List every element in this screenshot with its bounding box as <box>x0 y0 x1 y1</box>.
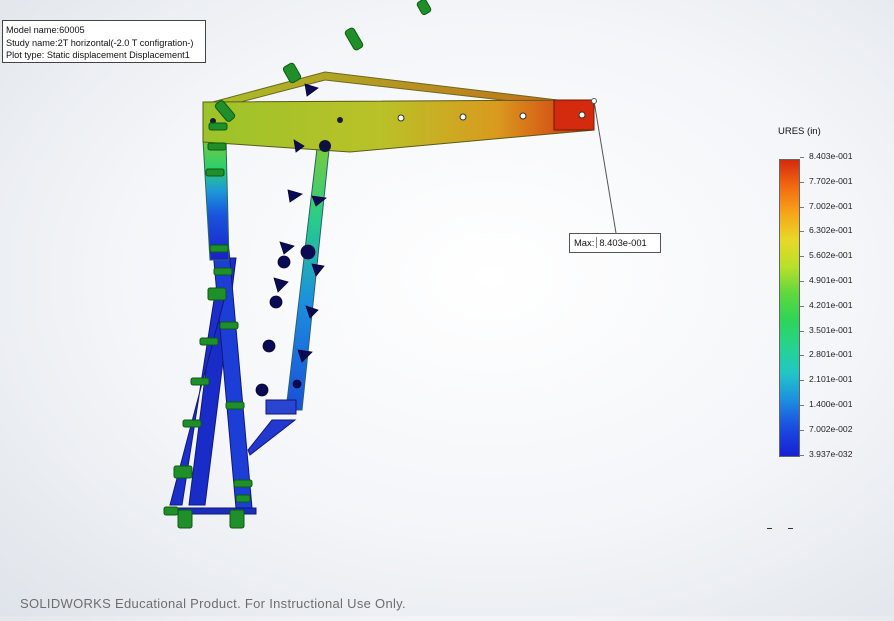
legend-label: 7.002e-001 <box>809 200 853 211</box>
legend-label: 8.403e-001 <box>809 151 853 161</box>
legend-label: 3.501e-001 <box>809 324 853 335</box>
legend-tick <box>800 429 804 431</box>
load-arrows <box>255 83 327 397</box>
legend-tick <box>800 181 804 183</box>
legend-label: 2.801e-001 <box>809 349 853 360</box>
plot-info-box: Model name:60005 Study name:2T horizonta… <box>2 20 206 63</box>
legend-tick <box>800 256 804 258</box>
plot-type: Plot type: Static displacement Displacem… <box>6 50 190 60</box>
watermark-text: SOLIDWORKS Educational Product. For Inst… <box>20 596 406 611</box>
model-name: Model name:60005 <box>6 25 85 35</box>
legend-tick <box>800 157 804 158</box>
legend-tick <box>800 380 804 382</box>
legend-tick <box>800 454 804 456</box>
legend-tick <box>800 355 804 357</box>
gusset <box>247 419 297 456</box>
legend-tick <box>800 405 804 406</box>
max-probe-label[interactable]: Max: 8.403e-001 <box>569 233 661 253</box>
strut-bracket <box>265 399 297 415</box>
legend-label: 1.400e-001 <box>809 399 853 409</box>
study-name: Study name:2T horizontal(-2.0 T configra… <box>6 37 194 48</box>
diagonal-strut <box>285 139 331 411</box>
max-probe-value: 8.403e-001 <box>596 237 647 248</box>
legend-tick <box>800 281 804 282</box>
legend-tick <box>800 206 804 208</box>
legend-label: 2.101e-001 <box>809 374 853 385</box>
mast <box>202 139 230 261</box>
legend-label: 5.602e-001 <box>809 250 853 261</box>
legend-color-bar <box>779 159 800 457</box>
fixture-markers <box>163 0 432 529</box>
legend-tick <box>800 330 804 332</box>
legend-label: 4.901e-001 <box>809 275 853 285</box>
triad-dash-right <box>788 528 793 529</box>
legend-title: URES (in) <box>778 126 821 137</box>
probe-leader <box>593 100 617 234</box>
legend-label: 7.702e-001 <box>809 175 853 186</box>
legend-label: 7.002e-002 <box>809 423 853 434</box>
max-probe-prefix: Max: <box>574 237 595 248</box>
boom <box>202 99 595 153</box>
legend-label: 3.937e-032 <box>809 448 853 459</box>
legend-label: 4.201e-001 <box>809 299 853 310</box>
legend-label: 6.302e-001 <box>809 225 853 236</box>
triad-dash-left <box>767 528 772 529</box>
legend-tick <box>800 231 804 233</box>
legend-tick <box>800 305 804 307</box>
boom-tip <box>553 99 595 131</box>
